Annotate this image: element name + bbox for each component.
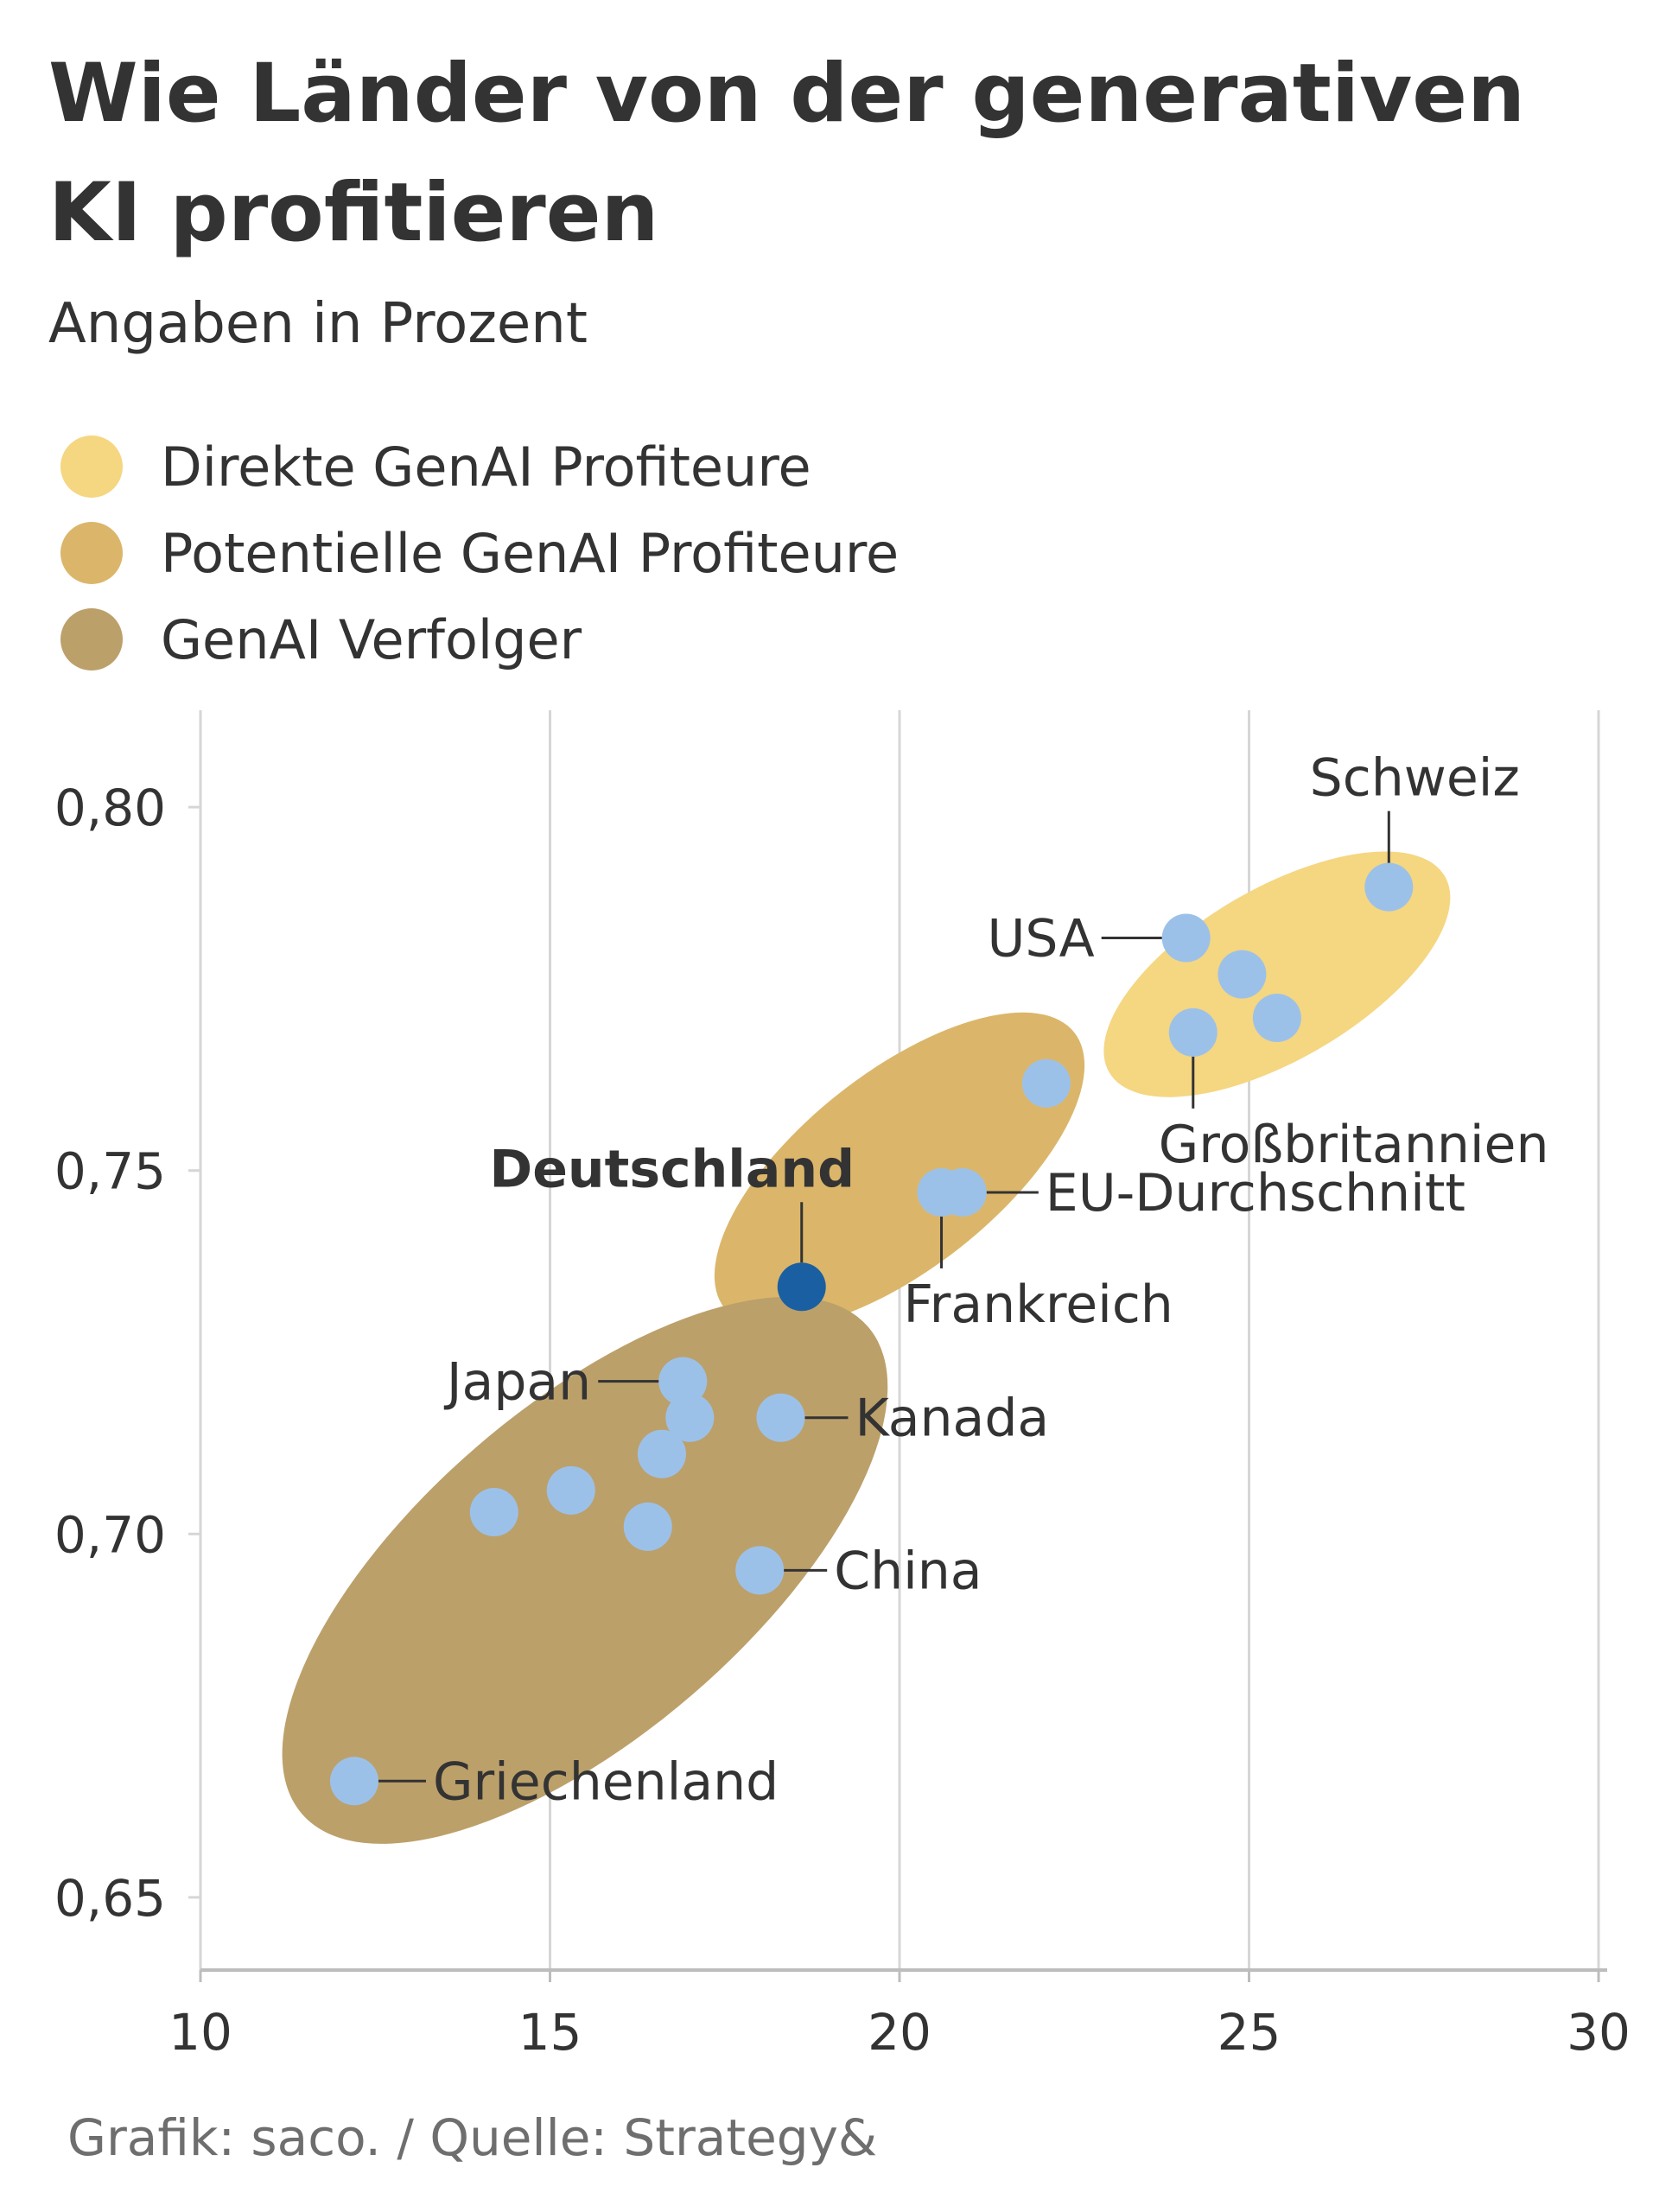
label-frankreich: Frankreich	[904, 1274, 1173, 1335]
data-point-kanada	[756, 1393, 805, 1442]
data-point-15	[623, 1502, 672, 1551]
data-point-china	[735, 1546, 785, 1595]
y-tick-label: 0,65	[54, 1869, 166, 1928]
x-tick-label: 10	[168, 2003, 232, 2062]
data-point-grossbritannien	[1168, 1007, 1217, 1057]
legend-swatch-potential	[60, 522, 123, 584]
label-deutschland: Deutschland	[489, 1139, 855, 1199]
legend-item-follower: GenAI Verfolger	[60, 596, 899, 683]
legend-item-potential: Potentielle GenAI Profiteure	[60, 510, 899, 596]
data-point-3	[1252, 994, 1301, 1043]
y-tick-label: 0,75	[54, 1142, 166, 1201]
cluster-ellipse-genai-verfolger	[282, 1296, 888, 1844]
data-point-frankreich	[917, 1167, 966, 1217]
x-tick-label: 15	[518, 2003, 582, 2062]
chart-subtitle: Angaben in Prozent	[48, 292, 588, 356]
data-point-5	[1021, 1058, 1071, 1108]
legend: Direkte GenAI Profiteure Potentielle Gen…	[60, 423, 899, 683]
label-eu-durchschnitt: EU-Durchschnitt	[1046, 1163, 1465, 1224]
data-point-2	[1217, 950, 1267, 999]
label-schweiz: Schweiz	[1310, 748, 1520, 809]
legend-label-follower: GenAI Verfolger	[161, 607, 582, 671]
label-griechenland: Griechenland	[433, 1751, 779, 1812]
chart-title: Wie Länder von der generativen KI profit…	[48, 47, 1525, 260]
data-point-12	[637, 1429, 686, 1478]
label-china: China	[834, 1541, 982, 1601]
data-point-usa	[1161, 913, 1211, 963]
data-point-14	[469, 1488, 518, 1537]
legend-label-direct: Direkte GenAI Profiteure	[161, 435, 811, 499]
data-point-13	[546, 1465, 595, 1515]
label-japan: Japan	[443, 1352, 591, 1413]
data-point-10	[665, 1393, 715, 1442]
legend-swatch-follower	[60, 608, 123, 671]
cluster-ellipse-direkte-genai-profiteure	[1103, 851, 1451, 1097]
data-point-deutschland	[777, 1262, 826, 1312]
data-point-schweiz	[1364, 862, 1414, 912]
source-note: Grafik: saco. / Quelle: Strategy&	[67, 2108, 878, 2167]
data-point-griechenland	[329, 1757, 378, 1806]
legend-item-direct: Direkte GenAI Profiteure	[60, 423, 899, 510]
label-grossbritannien: Großbritannien	[1159, 1115, 1549, 1175]
legend-label-potential: Potentielle GenAI Profiteure	[161, 521, 900, 585]
x-tick-label: 30	[1567, 2003, 1631, 2062]
y-tick-label: 0,80	[54, 779, 166, 837]
x-tick-label: 20	[868, 2003, 931, 2062]
label-kanada: Kanada	[855, 1389, 1049, 1449]
label-usa: USA	[988, 909, 1095, 969]
data-point-japan	[658, 1357, 708, 1406]
x-tick-label: 25	[1217, 2003, 1281, 2062]
cluster-ellipse-potentielle-genai-profiteure	[714, 1012, 1085, 1329]
legend-swatch-direct	[60, 435, 123, 498]
scatter-chart: 10 15 20 25 30 0,65 0,70 0,75 0,80 Schweiz USA Groß…	[54, 710, 1631, 2062]
y-tick-label: 0,70	[54, 1505, 166, 1564]
